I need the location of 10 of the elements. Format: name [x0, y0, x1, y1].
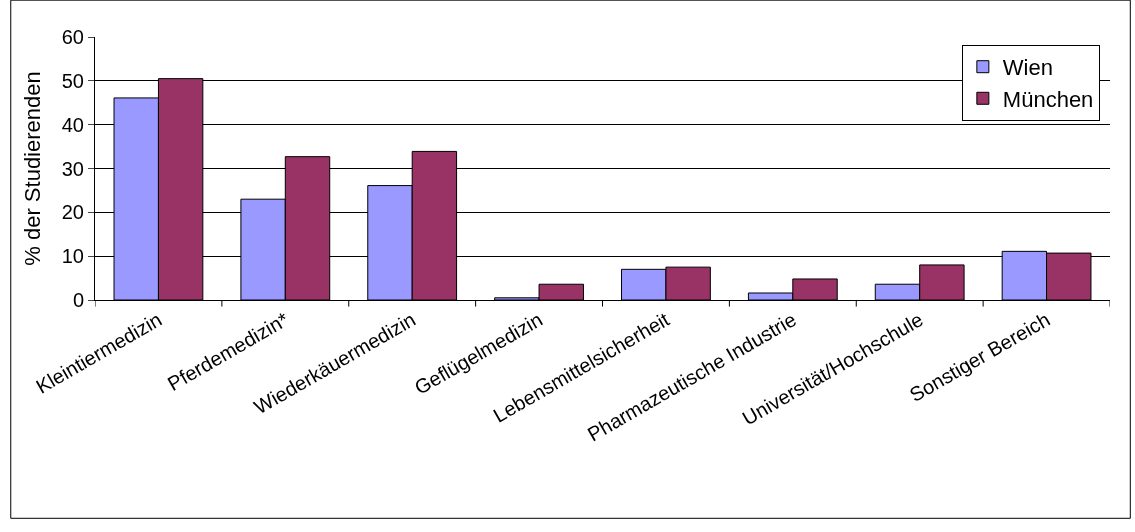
y-tick-label: 10	[61, 245, 84, 268]
y-tick-label: 0	[72, 289, 84, 311]
legend-label: München	[1002, 86, 1094, 112]
y-tick-label: 60	[61, 26, 84, 48]
y-tick-label: 50	[61, 69, 84, 92]
y-tick-label: 40	[61, 113, 84, 136]
y-tick-label: 20	[61, 201, 84, 224]
legend-label: Wien	[1002, 55, 1053, 81]
y-tick-label: 30	[61, 157, 84, 180]
y-axis-title: % der Studierenden	[19, 71, 45, 266]
